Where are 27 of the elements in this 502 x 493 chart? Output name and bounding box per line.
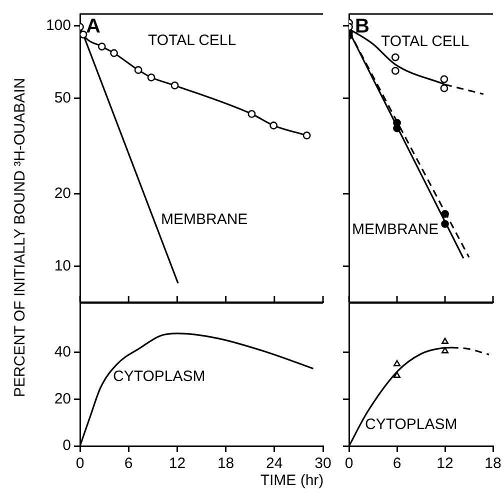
y-axis-title: PERCENT OF INITIALLY BOUND ³H-OUABAIN: [12, 76, 28, 400]
x-axis-title: TIME (hr): [259, 472, 325, 489]
annotation: TOTAL CELL: [148, 32, 236, 50]
chart-title: B: [355, 16, 370, 38]
x-tick-label: 12: [436, 455, 454, 472]
y-tick-label: 40: [54, 343, 71, 360]
y-tick-label: 0: [62, 437, 71, 454]
annotation: TOTAL CELL: [381, 33, 470, 50]
x-tick-label: 6: [392, 455, 402, 472]
y-tick-label: 50: [54, 89, 71, 106]
x-tick-label: 0: [76, 455, 84, 472]
y-tick-label: 20: [54, 185, 71, 202]
annotation: MEMBRANE: [352, 221, 439, 238]
chart-title: A: [86, 16, 100, 38]
annotation: CYTOPLASM: [365, 416, 458, 434]
annotation: MEMBRANE: [161, 211, 248, 228]
x-tick-label: 12: [168, 455, 186, 472]
x-tick-label: 6: [124, 455, 133, 472]
x-tick-label: 18: [217, 455, 234, 472]
y-tick-label: 100: [46, 16, 71, 34]
x-tick-label: 0: [344, 455, 354, 472]
x-tick-label: 30: [314, 455, 332, 472]
x-tick-label: 24: [266, 455, 283, 472]
y-tick-label: 10: [54, 257, 71, 274]
annotation: CYTOPLASM: [113, 368, 206, 386]
y-tick-label: 20: [54, 390, 71, 408]
x-tick-label: 18: [484, 455, 502, 472]
